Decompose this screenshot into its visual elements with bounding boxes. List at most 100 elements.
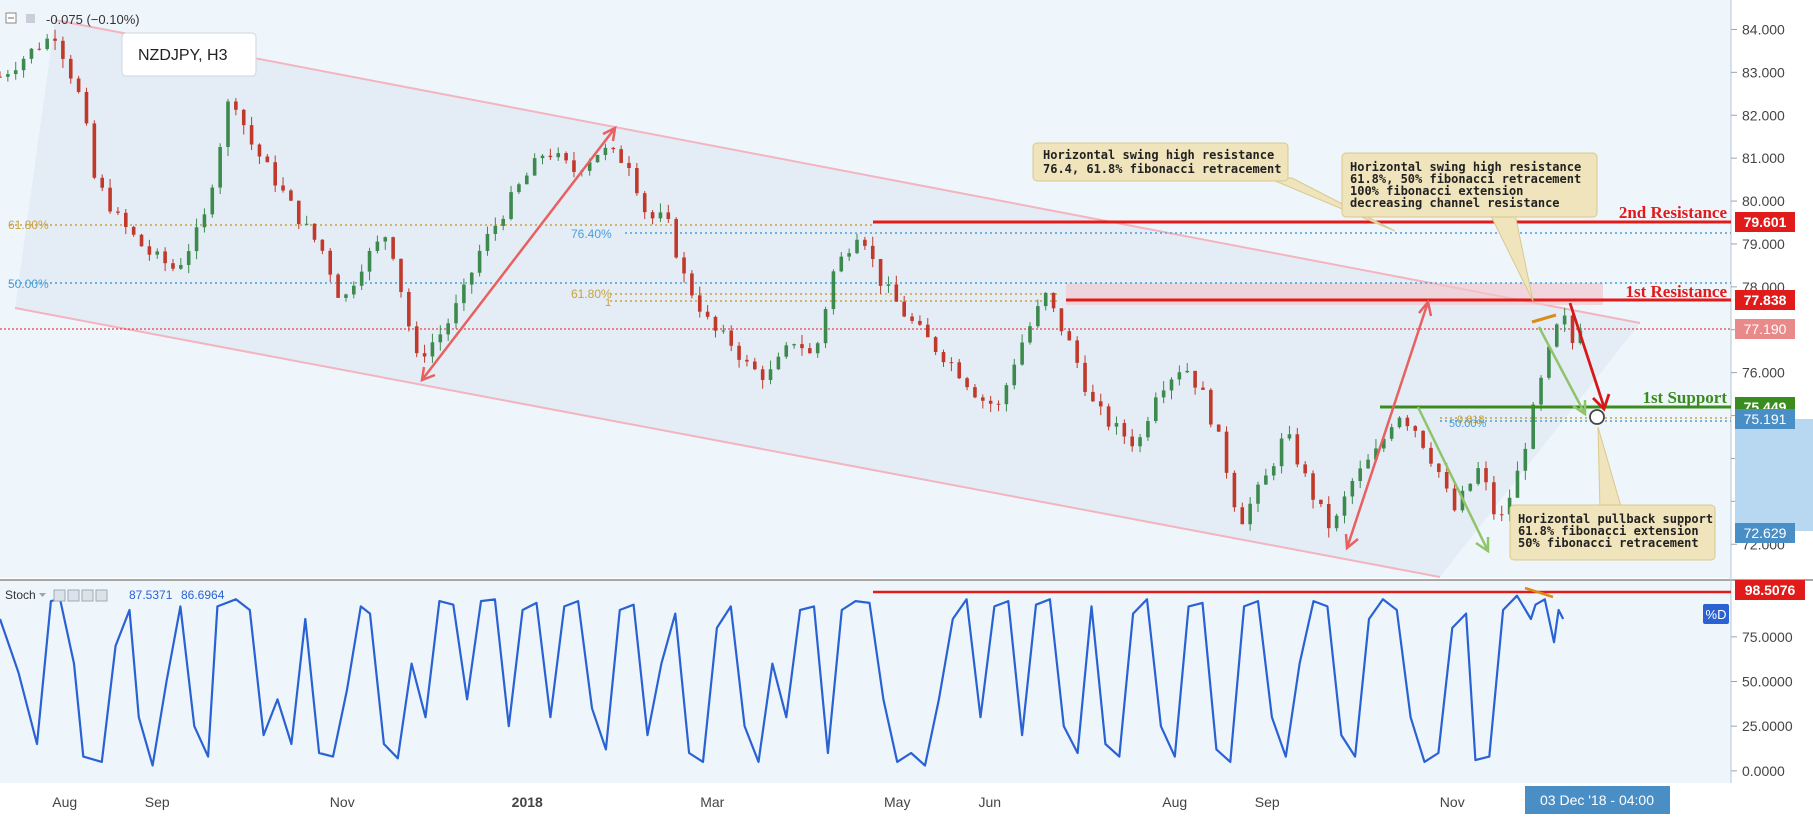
note-1-line-1: Horizontal swing high resistance xyxy=(1043,148,1274,162)
price-tick-label: 79.000 xyxy=(1742,236,1785,252)
candle-body xyxy=(131,226,136,235)
candle-body xyxy=(705,311,710,317)
candle-body xyxy=(1098,401,1103,407)
stoch-add-icon[interactable] xyxy=(81,589,94,602)
note-1-box[interactable] xyxy=(1032,142,1289,182)
note-2-line-3: 100% fibonacci extension xyxy=(1350,184,1523,198)
candle-body xyxy=(768,369,773,380)
candle-body xyxy=(831,271,836,310)
first-resistance-label: 1st Resistance xyxy=(1625,282,1727,301)
candle-body xyxy=(572,160,576,172)
time-tick-label: Mar xyxy=(700,794,724,810)
candle-body xyxy=(1248,503,1252,525)
stochastic-pane[interactable] xyxy=(0,581,1731,783)
red-arrow-head-2b xyxy=(1344,533,1359,551)
price-tags: 79.601 77.838 77.190 75.449 75.191 72.62… xyxy=(1703,212,1813,624)
stoch-menu-icon[interactable] xyxy=(39,593,46,597)
green-arrow-head-2 xyxy=(1572,400,1587,417)
candle-body xyxy=(485,233,490,251)
note-3-box[interactable] xyxy=(1509,504,1716,561)
candle-body xyxy=(690,273,694,296)
time-tick-label: Aug xyxy=(52,794,77,810)
candle-body xyxy=(996,403,1001,405)
candle-body xyxy=(595,154,600,163)
candle-body xyxy=(697,295,702,312)
candle-body xyxy=(1271,466,1276,476)
candle-body xyxy=(650,212,655,219)
candle-body xyxy=(218,146,222,188)
tag-second-resistance: 79.601 xyxy=(1744,214,1787,230)
candle-body xyxy=(147,246,152,255)
symbol-label: NZDJPY, H3 xyxy=(138,47,228,64)
candle-body xyxy=(1036,306,1040,327)
red-arrow-head-1b xyxy=(420,366,436,382)
square-icon[interactable] xyxy=(26,14,35,23)
candle-body xyxy=(713,316,718,331)
candle-body xyxy=(902,301,906,317)
stoch-settings-icon[interactable] xyxy=(67,589,80,602)
price-axis[interactable] xyxy=(1731,0,1813,783)
candle-body xyxy=(737,345,741,360)
candle-body xyxy=(61,40,65,59)
candle-body xyxy=(517,184,521,193)
candle-body xyxy=(1201,387,1205,390)
time-tag: 03 Dec '18 - 04:00 xyxy=(1540,792,1654,808)
candle-body xyxy=(446,323,450,335)
time-tag-bg xyxy=(1525,786,1670,814)
orange-swing-line xyxy=(1531,313,1557,324)
candle-body xyxy=(863,239,867,246)
candle-body xyxy=(501,218,505,226)
candle-body xyxy=(918,320,922,325)
candle-body xyxy=(965,378,969,388)
candle-body xyxy=(1216,424,1221,432)
candle-body xyxy=(1413,426,1418,431)
candle-body xyxy=(1547,346,1551,378)
stoch-eye-icon[interactable] xyxy=(53,589,66,602)
candle-body xyxy=(674,219,678,258)
candle-body xyxy=(1554,324,1559,347)
candle-body xyxy=(981,397,985,401)
time-axis[interactable] xyxy=(0,783,1813,821)
candle-body xyxy=(1382,438,1386,449)
symbol-label-box xyxy=(121,32,257,77)
candle-body xyxy=(1389,427,1394,439)
candle-body xyxy=(352,285,356,295)
candle-body xyxy=(1256,484,1260,504)
price-tick-label: 80.000 xyxy=(1742,193,1785,209)
candle-body xyxy=(611,147,616,150)
candle-body xyxy=(430,342,435,357)
candle-body xyxy=(1484,468,1488,483)
fib-label-50-lower: 50.00% xyxy=(1449,418,1487,430)
candle-body xyxy=(414,326,419,354)
green-arrow-line-2 xyxy=(1537,326,1587,415)
tag-72629: 72.629 xyxy=(1744,525,1787,541)
stoch-close-icon[interactable] xyxy=(95,589,108,602)
candle-body xyxy=(1209,389,1213,425)
candle-body xyxy=(1279,438,1284,467)
candle-body xyxy=(1161,390,1166,398)
tag-stoch-level: 98.5076 xyxy=(1745,582,1796,598)
note-1-line-2: 76.4, 61.8% fibonacci retracement xyxy=(1043,162,1281,176)
candle-body xyxy=(234,101,238,110)
green-arrow-head-1 xyxy=(1475,537,1490,554)
candle-body xyxy=(76,78,81,92)
fib-label-61.8-lower: 61.80% xyxy=(571,287,612,301)
tag-current-price: 77.190 xyxy=(1744,321,1787,337)
candle-body xyxy=(1476,468,1480,484)
note-callouts: Horizontal swing high resistance 76.4, 6… xyxy=(1032,142,1716,561)
candle-body xyxy=(587,162,592,171)
candle-body xyxy=(957,362,962,379)
tag-pullback-zone-bg xyxy=(1735,419,1813,531)
candle-body xyxy=(760,369,765,380)
note-2-box[interactable] xyxy=(1341,152,1598,218)
candle-body xyxy=(1350,480,1355,497)
candle-body xyxy=(1499,514,1504,516)
candle-body xyxy=(462,284,466,304)
candle-body xyxy=(988,400,993,404)
time-axis-labels: AugSepNov2018MarMayJunAugSepNov2019 xyxy=(52,794,1653,810)
projection-arrow-line xyxy=(1568,302,1606,408)
candle-body xyxy=(1515,470,1520,498)
tag-stoch-d: %D xyxy=(1706,607,1727,622)
candle-body xyxy=(1051,292,1056,309)
